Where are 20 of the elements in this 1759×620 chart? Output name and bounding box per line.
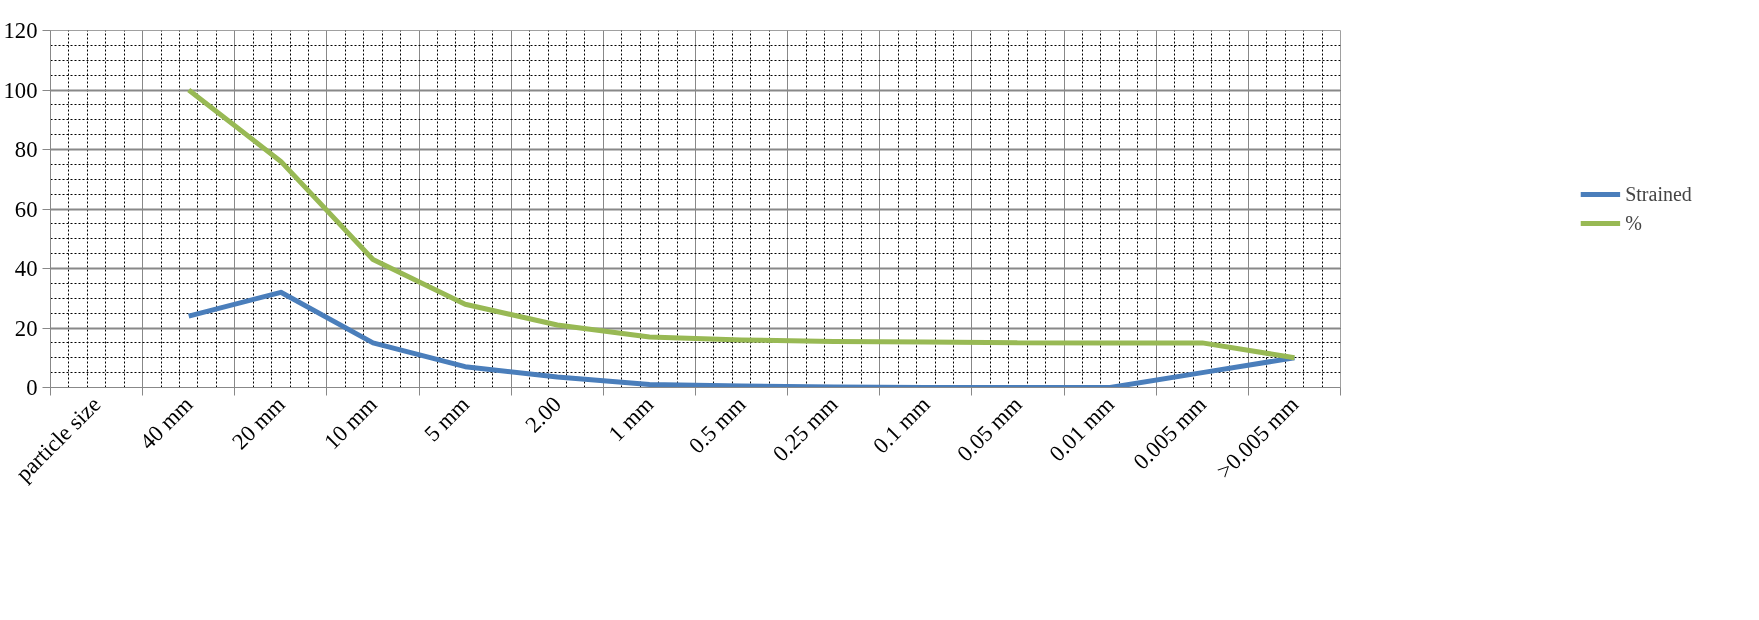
legend-label: % — [1625, 211, 1643, 235]
y-tick-label: 0 — [26, 375, 38, 400]
x-tick-label: 0.01 mm — [1044, 391, 1120, 467]
x-tick-label: 0.1 mm — [868, 391, 935, 459]
x-tick-label: 0.05 mm — [952, 391, 1028, 467]
y-tick-label: 80 — [14, 137, 38, 162]
x-tick-label: 1 mm — [603, 391, 659, 447]
y-tick-label: 20 — [14, 315, 38, 341]
x-tick-label: 5 mm — [419, 391, 475, 447]
x-tick-label: 2.00 — [520, 391, 567, 438]
legend-label: Strained — [1625, 182, 1692, 206]
x-tick-label: 0.5 mm — [683, 391, 751, 459]
y-tick-label: 120 — [3, 18, 38, 43]
x-tick-label: 0.25 mm — [767, 391, 843, 467]
x-tick-label: 20 mm — [227, 391, 290, 455]
x-tick-label: 40 mm — [134, 391, 198, 455]
y-tick-label: 100 — [3, 77, 38, 103]
x-tick-label: 10 mm — [319, 391, 383, 455]
y-tick-label: 40 — [14, 256, 38, 281]
y-tick-label: 60 — [14, 196, 38, 222]
